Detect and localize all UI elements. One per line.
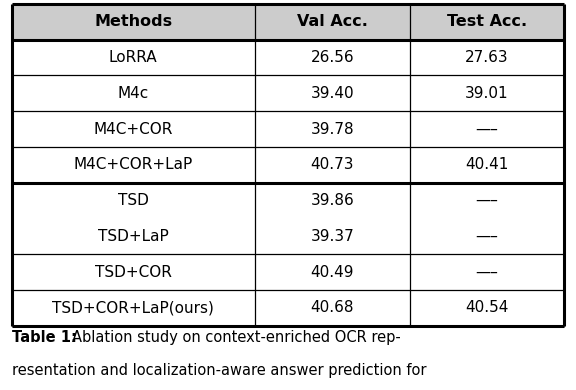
Text: 40.41: 40.41: [465, 157, 509, 172]
Text: M4C+COR: M4C+COR: [93, 122, 173, 136]
Text: —–: —–: [476, 193, 498, 208]
Text: TSD: TSD: [118, 193, 149, 208]
Text: —–: —–: [476, 229, 498, 244]
Text: TSD+COR: TSD+COR: [94, 264, 172, 280]
Bar: [12, 4, 564, 40]
Text: —–: —–: [476, 264, 498, 280]
Text: LoRRA: LoRRA: [109, 50, 157, 65]
Text: Methods: Methods: [94, 14, 172, 29]
Text: 39.01: 39.01: [465, 86, 509, 101]
Text: 40.54: 40.54: [465, 300, 509, 315]
Text: 39.40: 39.40: [310, 86, 354, 101]
Text: 40.49: 40.49: [310, 264, 354, 280]
Text: resentation and localization-aware answer prediction for: resentation and localization-aware answe…: [12, 363, 426, 378]
Text: Val Acc.: Val Acc.: [297, 14, 367, 29]
Text: —–: —–: [476, 122, 498, 136]
Text: 26.56: 26.56: [310, 50, 354, 65]
Text: 40.68: 40.68: [310, 300, 354, 315]
Text: 40.73: 40.73: [310, 157, 354, 172]
Text: Test Acc.: Test Acc.: [447, 14, 527, 29]
Text: M4c: M4c: [118, 86, 149, 101]
Text: 39.78: 39.78: [310, 122, 354, 136]
Text: 39.37: 39.37: [310, 229, 354, 244]
Text: TSD+COR+LaP(ours): TSD+COR+LaP(ours): [52, 300, 214, 315]
Text: Table 1:: Table 1:: [12, 330, 77, 344]
Text: Ablation study on context-enriched OCR rep-: Ablation study on context-enriched OCR r…: [72, 330, 401, 344]
Text: TSD+LaP: TSD+LaP: [98, 229, 169, 244]
Text: 27.63: 27.63: [465, 50, 509, 65]
Text: 39.86: 39.86: [310, 193, 354, 208]
Text: M4C+COR+LaP: M4C+COR+LaP: [74, 157, 193, 172]
